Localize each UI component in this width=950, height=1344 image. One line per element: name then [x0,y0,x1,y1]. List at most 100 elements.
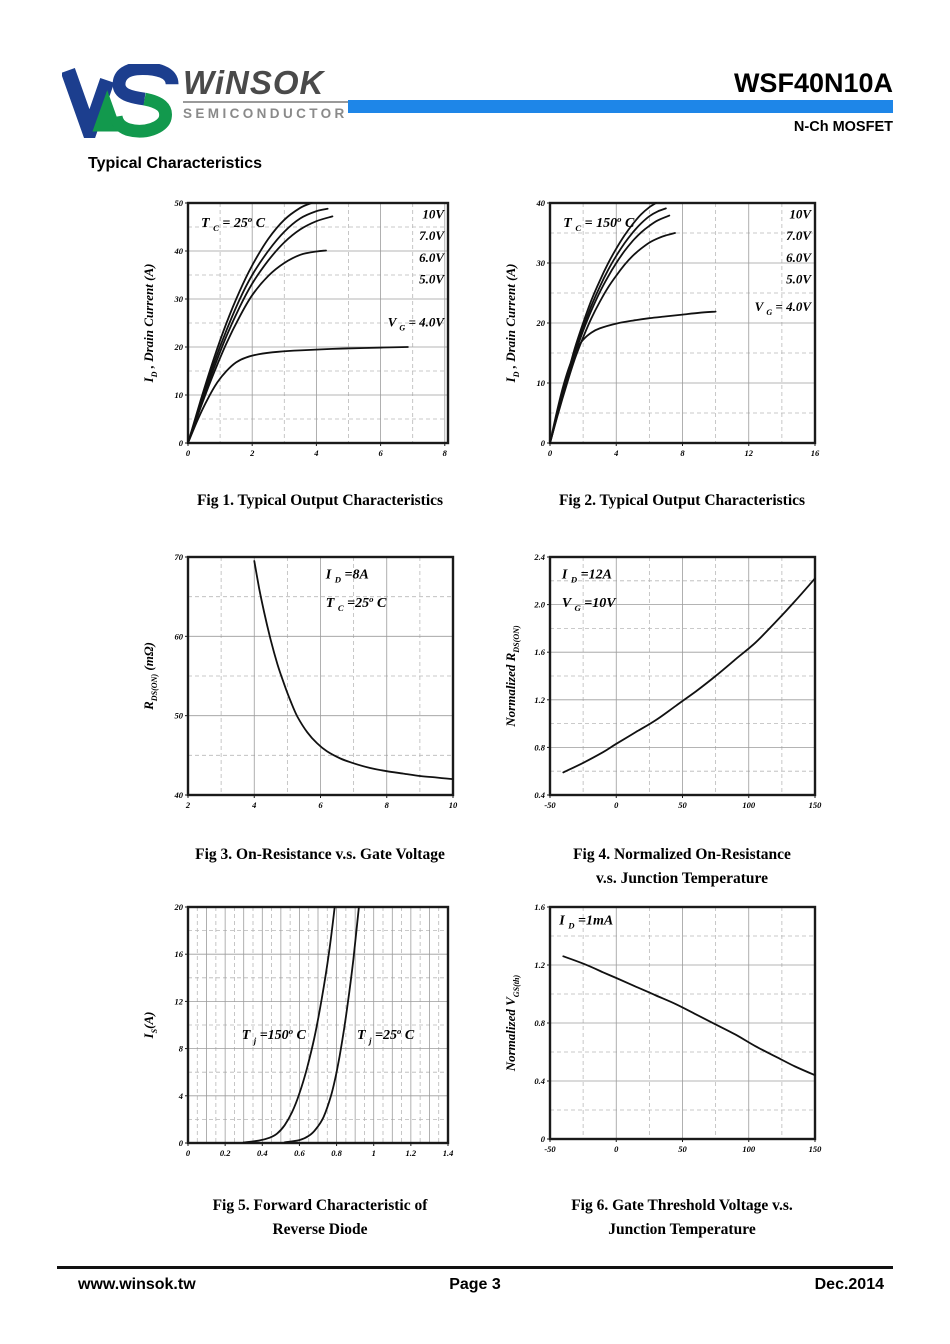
x-tick-label: 4 [313,448,318,458]
device-type: N-Ch MOSFET [793,119,893,135]
fig4-caption-line1: Fig 4. Normalized On-Resistance [573,846,791,863]
y-axis-label: ID , Drain Current (A) [141,264,159,384]
plot-annotation: 6.0V [419,250,445,265]
y-tick-label: 20 [174,342,184,352]
y-tick-label: 50 [175,711,184,721]
brand-subtitle: SEMICONDUCTOR [183,106,348,121]
y-tick-label: 20 [174,902,184,912]
x-tick-label: 50 [678,1144,687,1154]
y-tick-label: 1.6 [534,902,545,912]
plot-annotation: 10V [422,207,445,222]
winsok-logo-icon [62,64,179,138]
y-axis-label: RDS(ON) (mΩ) [141,642,159,711]
y-tick-label: 0.8 [534,742,545,752]
y-tick-label: 40 [174,246,184,256]
x-tick-label: 0 [186,1148,191,1158]
y-tick-label: 50 [175,198,184,208]
fig5-caption-line2: Reverse Diode [272,1221,368,1238]
fig5-caption: Fig 5. Forward Characteristic of Reverse… [140,1194,500,1242]
fig1-caption-line1: Fig 1. Typical Output Characteristics [196,492,444,509]
series-vgsth [562,955,816,1077]
x-tick-label: 6 [318,800,323,810]
x-tick-label: 4 [251,800,256,810]
x-tick-label: 1.2 [406,1148,417,1158]
fig5-forward-characteristic-chart: 0 0.2 0.4 0.6 0.8 1 1.2 1.4 0 4 8 12 16 20 IS(A) T j =1… [141,902,454,1158]
plot-annotation: 10V [789,207,812,222]
series-VG=7.0V [187,207,329,444]
y-tick-label: 1.6 [534,647,545,657]
x-tick-label: 100 [742,1144,756,1154]
x-tick-label: 8 [680,448,685,458]
series-VG=4.0V [187,346,409,444]
x-tick-label: 0.6 [294,1148,305,1158]
plot-annotation: V G =10V [562,596,617,613]
y-tick-label: 0 [179,1138,184,1148]
series-VG=6.0V [549,214,671,444]
x-tick-label: 8 [385,800,390,810]
x-tick-label: 16 [811,448,820,458]
brand-name: WiNSOK [183,66,358,103]
series-Tj=25C [283,906,360,1144]
fig1-output-characteristics-chart: 0 2 4 6 8 0 10 20 30 40 50 ID , Drain Current (A) T … [141,198,450,458]
y-tick-label: 0.4 [534,790,545,800]
fig3-on-resistance-chart: 2 4 6 8 10 40 50 60 70 RDS(ON) (mΩ) I D =8A T C =25… [141,552,458,810]
plot-border [186,201,450,445]
series-VG=10V [187,202,313,444]
plot-annotation: T j =25o C [357,1026,415,1045]
plot-annotation: T C = 25o C [201,214,266,233]
footer-page-number: Page 3 [449,1276,501,1293]
y-tick-label: 10 [175,390,184,400]
x-tick-label: 0.4 [257,1148,268,1158]
fig4-caption: Fig 4. Normalized On-Resistance v.s. Jun… [502,843,862,891]
x-tick-label: 0 [614,800,619,810]
y-tick-label: 4 [178,1091,183,1101]
y-tick-label: 70 [175,552,184,562]
series-VG=5.0V [549,232,676,444]
y-tick-label: 8 [179,1044,184,1054]
plot-annotation: I D =1mA [558,913,613,930]
x-tick-label: 8 [443,448,448,458]
plot-annotation: I D =8A [325,567,369,584]
section-title: Typical Characteristics [88,155,263,172]
y-tick-label: 12 [175,996,184,1006]
y-tick-label: 0 [541,438,546,448]
fig1-caption: Fig 1. Typical Output Characteristics [140,489,500,513]
x-tick-label: 0 [614,1144,619,1154]
x-tick-label: 10 [449,800,458,810]
footer-date: Dec.2014 [814,1276,884,1293]
fig6-caption-line1: Fig 6. Gate Threshold Voltage v.s. [571,1197,793,1214]
fig5-caption-line1: Fig 5. Forward Characteristic of [212,1197,428,1214]
fig6-caption: Fig 6. Gate Threshold Voltage v.s. Junct… [502,1194,862,1242]
x-tick-label: 0.8 [331,1148,342,1158]
plot-annotation: 7.0V [786,228,812,243]
x-tick-label: 100 [742,800,756,810]
y-tick-label: 1.2 [534,695,545,705]
plot-annotation: T j =150o C [242,1026,307,1045]
fig3-caption-line1: Fig 3. On-Resistance v.s. Gate Voltage [195,846,445,863]
x-tick-label: 6 [378,448,383,458]
header-accent-bar [348,100,893,113]
y-tick-label: 30 [536,258,546,268]
y-axis-label: ID , Drain Current (A) [503,264,521,384]
fig4-caption-line2: v.s. Junction Temperature [596,870,768,887]
y-tick-label: 2.0 [533,600,545,610]
x-tick-label: 0.2 [220,1148,231,1158]
y-tick-label: 20 [536,318,546,328]
fig6-caption-line2: Junction Temperature [608,1221,756,1238]
y-axis-label: Normalized RDS(ON) [503,625,521,728]
series-RDSON [253,560,454,780]
x-tick-label: 2 [185,800,191,810]
series-Tj=150C [242,906,336,1144]
y-tick-label: 40 [174,790,184,800]
y-tick-label: 1.2 [534,960,545,970]
plot-annotation: I D =12A [561,567,612,584]
plot-annotation: 5.0V [419,271,445,286]
series-VG=6.0V [187,215,334,444]
x-tick-label: 150 [809,1144,823,1154]
x-tick-label: 1.4 [443,1148,454,1158]
plot-annotation: 5.0V [786,271,812,286]
x-tick-label: 0 [186,448,191,458]
plot-annotation: T C = 150o C [563,214,635,233]
